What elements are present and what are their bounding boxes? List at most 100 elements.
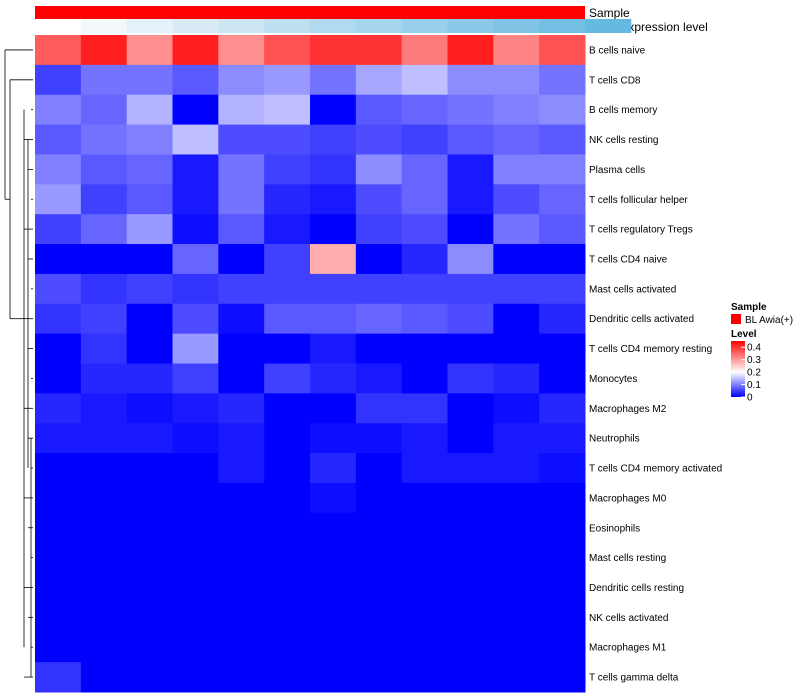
heatmap-cell: [493, 453, 540, 484]
gene-annotation-cell: [35, 19, 82, 33]
heatmap-cell: [447, 273, 494, 305]
heatmap-cell: [539, 64, 586, 96]
heatmap-cell: [126, 244, 173, 275]
heatmap-cell: [401, 273, 448, 305]
heatmap-cell: [401, 214, 448, 245]
heatmap-cell: [172, 632, 219, 663]
heatmap-cell: [310, 124, 357, 155]
heatmap-cell: [355, 303, 403, 335]
heatmap-cell: [80, 154, 128, 185]
heatmap-cell: [401, 393, 448, 424]
heatmap-cell: [126, 303, 173, 335]
heatmap-cell: [493, 184, 540, 215]
heatmap-cell: [539, 453, 586, 484]
heatmap-cell: [80, 632, 128, 663]
heatmap-cell: [355, 244, 403, 275]
row-label: Mast cells activated: [589, 284, 676, 295]
heatmap-cell: [35, 64, 82, 96]
gene-annotation-cell: [493, 19, 540, 33]
gene-annotation-cell: [264, 19, 311, 33]
heatmap-cell: [126, 572, 173, 603]
heatmap-cell: [264, 662, 311, 693]
heatmap-cell: [310, 542, 357, 574]
row-label: T cells gamma delta: [589, 673, 679, 684]
heatmap-cell: [126, 632, 173, 663]
heatmap-cell: [539, 154, 586, 185]
heatmap-cell: [539, 244, 586, 275]
heatmap-cell: [80, 94, 128, 126]
heatmap-cell: [126, 94, 173, 126]
gene-annotation-cell: [447, 19, 494, 33]
gene-annotation-cell: [218, 19, 265, 33]
heatmap-cell: [35, 154, 82, 185]
row-labels: B cells naive T cells CD8 B cells memory NK…: [589, 45, 722, 683]
sample-annotation-bar: [35, 6, 585, 19]
heatmap-cell: [310, 154, 357, 185]
heatmap-cell: [493, 363, 540, 394]
gene-annotation-cell: [539, 19, 586, 33]
heatmap-cell: [264, 453, 311, 484]
heatmap-cell: [355, 184, 403, 215]
heatmap-cell: [80, 423, 128, 454]
heatmap-cell: [539, 423, 586, 454]
heatmap-cell: [264, 602, 311, 633]
heatmap-cell: [447, 602, 494, 633]
row-label: B cells memory: [589, 105, 657, 116]
heatmap-cell: [539, 512, 586, 544]
heatmap-cell: [172, 124, 219, 155]
heatmap-cell: [355, 35, 403, 66]
row-dendrogram: [4, 49, 33, 678]
heatmap-cell: [539, 363, 586, 394]
heatmap-cell: [401, 602, 448, 633]
heatmap-cell: [539, 542, 586, 574]
heatmap-cell: [264, 94, 311, 126]
heatmap-cell: [493, 423, 540, 454]
heatmap-cell: [80, 35, 128, 66]
heatmap-cell: [218, 602, 265, 633]
legend-tick-label: 0.3: [747, 355, 761, 366]
heatmap-cell: [401, 154, 448, 185]
heatmap-cell: [310, 64, 357, 96]
heatmap-cell: [80, 363, 128, 394]
heatmap-cell: [447, 393, 494, 424]
heatmap-cell: [35, 124, 82, 155]
heatmap-cell: [310, 453, 357, 484]
heatmap-cell: [539, 94, 586, 126]
heatmap-cell: [264, 512, 311, 544]
heatmap-cell: [310, 662, 357, 693]
heatmap-cell: [310, 35, 357, 66]
heatmap-cell: [493, 602, 540, 633]
heatmap-cell: [172, 602, 219, 633]
heatmap-cell: [35, 453, 82, 484]
heatmap-cell: [355, 482, 403, 514]
heatmap-cell: [493, 512, 540, 544]
heatmap-cell: [493, 572, 540, 603]
heatmap-cell: [401, 244, 448, 275]
heatmap-cell: [539, 124, 586, 155]
heatmap-cell: [355, 333, 403, 364]
heatmap-cell: [126, 35, 173, 66]
heatmap-cell: [493, 244, 540, 275]
heatmap-cell: [126, 542, 173, 574]
heatmap-cell: [35, 273, 82, 305]
heatmap-cell: [172, 363, 219, 394]
heatmap-cell: [80, 482, 128, 514]
heatmap-cell: [218, 94, 265, 126]
heatmap-cell: [539, 632, 586, 663]
heatmap-cell: [355, 124, 403, 155]
heatmap-cell: [310, 482, 357, 514]
heatmap-cell: [447, 214, 494, 245]
heatmap-cell: [355, 632, 403, 663]
heatmap-cell: [218, 154, 265, 185]
heatmap-cell: [539, 572, 586, 603]
heatmap-cell: [218, 35, 265, 66]
legend-ticks: 0.40.3 0.20.1 0: [741, 343, 761, 404]
heatmap-cell: [35, 632, 82, 663]
heatmap-cell: [218, 303, 265, 335]
heatmap-cell: [264, 423, 311, 454]
heatmap-cell: [355, 423, 403, 454]
heatmap-cell: [218, 244, 265, 275]
heatmap-cell: [493, 542, 540, 574]
